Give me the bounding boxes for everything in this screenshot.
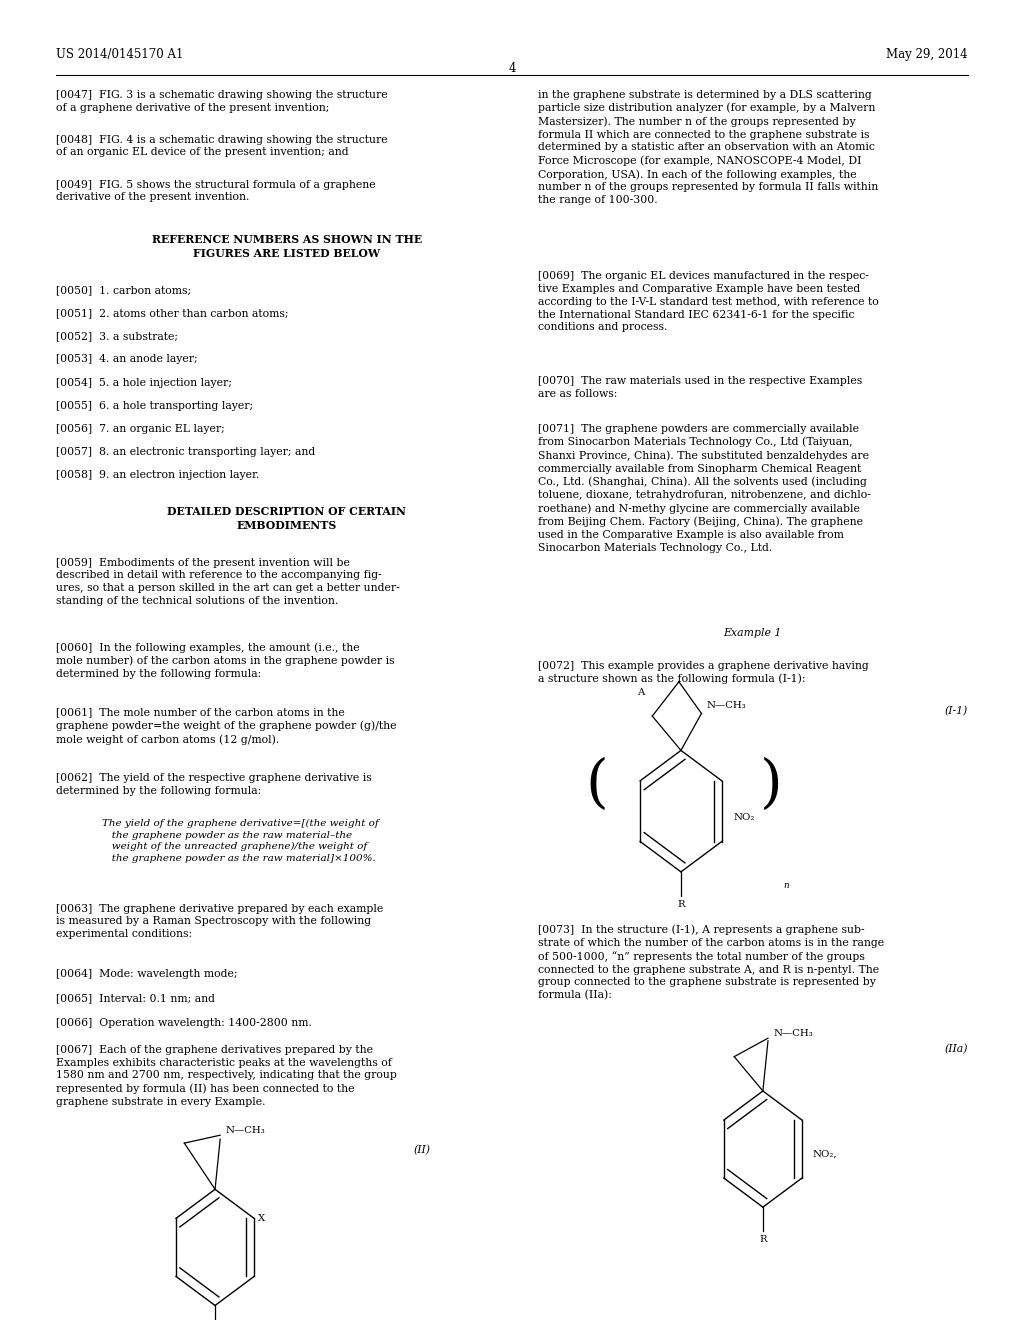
Text: NO₂,: NO₂, bbox=[812, 1150, 837, 1159]
Text: [0047]  FIG. 3 is a schematic drawing showing the structure
of a graphene deriva: [0047] FIG. 3 is a schematic drawing sho… bbox=[56, 90, 388, 112]
Text: R: R bbox=[677, 900, 685, 908]
Text: US 2014/0145170 A1: US 2014/0145170 A1 bbox=[56, 48, 183, 61]
Text: [0050]  1. carbon atoms;: [0050] 1. carbon atoms; bbox=[56, 285, 191, 296]
Text: May 29, 2014: May 29, 2014 bbox=[886, 48, 968, 61]
Text: (IIa): (IIa) bbox=[944, 1044, 968, 1053]
Text: [0051]  2. atoms other than carbon atoms;: [0051] 2. atoms other than carbon atoms; bbox=[56, 309, 289, 318]
Text: N—CH₃: N—CH₃ bbox=[225, 1126, 265, 1135]
Text: [0049]  FIG. 5 shows the structural formula of a graphene
derivative of the pres: [0049] FIG. 5 shows the structural formu… bbox=[56, 180, 376, 202]
Text: [0057]  8. an electronic transporting layer; and: [0057] 8. an electronic transporting lay… bbox=[56, 446, 315, 457]
Text: [0053]  4. an anode layer;: [0053] 4. an anode layer; bbox=[56, 354, 198, 364]
Text: A: A bbox=[637, 688, 644, 697]
Text: [0070]  The raw materials used in the respective Examples
are as follows:: [0070] The raw materials used in the res… bbox=[538, 376, 862, 399]
Text: (II): (II) bbox=[413, 1144, 430, 1155]
Text: NO₂: NO₂ bbox=[733, 813, 755, 822]
Text: [0071]  The graphene powders are commercially available
from Sinocarbon Material: [0071] The graphene powders are commerci… bbox=[538, 424, 870, 553]
Text: (I-1): (I-1) bbox=[944, 706, 968, 715]
Text: in the graphene substrate is determined by a DLS scattering
particle size distri: in the graphene substrate is determined … bbox=[538, 90, 878, 205]
Text: [0073]  In the structure (I-1), A represents a graphene sub-
strate of which the: [0073] In the structure (I-1), A represe… bbox=[538, 925, 884, 1001]
Text: X: X bbox=[258, 1214, 265, 1222]
Text: [0064]  Mode: wavelength mode;: [0064] Mode: wavelength mode; bbox=[56, 969, 238, 979]
Text: [0069]  The organic EL devices manufactured in the respec-
tive Examples and Com: [0069] The organic EL devices manufactur… bbox=[538, 272, 879, 333]
Text: [0056]  7. an organic EL layer;: [0056] 7. an organic EL layer; bbox=[56, 424, 225, 434]
Text: (: ( bbox=[586, 756, 608, 813]
Text: The yield of the graphene derivative=[(the weight of
   the graphene powder as t: The yield of the graphene derivative=[(t… bbox=[102, 818, 379, 863]
Text: R: R bbox=[759, 1236, 767, 1243]
Text: [0062]  The yield of the respective graphene derivative is
determined by the fol: [0062] The yield of the respective graph… bbox=[56, 772, 372, 796]
Text: ): ) bbox=[760, 756, 782, 813]
Text: REFERENCE NUMBERS AS SHOWN IN THE
FIGURES ARE LISTED BELOW: REFERENCE NUMBERS AS SHOWN IN THE FIGURE… bbox=[152, 234, 422, 259]
Text: [0054]  5. a hole injection layer;: [0054] 5. a hole injection layer; bbox=[56, 378, 232, 388]
Text: [0055]  6. a hole transporting layer;: [0055] 6. a hole transporting layer; bbox=[56, 400, 254, 411]
Text: [0052]  3. a substrate;: [0052] 3. a substrate; bbox=[56, 331, 178, 342]
Text: [0060]  In the following examples, the amount (i.e., the
mole number) of the car: [0060] In the following examples, the am… bbox=[56, 642, 395, 678]
Text: Example 1: Example 1 bbox=[724, 628, 781, 639]
Text: N—CH₃: N—CH₃ bbox=[773, 1030, 813, 1039]
Text: N—CH₃: N—CH₃ bbox=[707, 701, 746, 710]
Text: DETAILED DESCRIPTION OF CERTAIN
EMBODIMENTS: DETAILED DESCRIPTION OF CERTAIN EMBODIME… bbox=[167, 506, 407, 532]
Text: [0048]  FIG. 4 is a schematic drawing showing the structure
of an organic EL dev: [0048] FIG. 4 is a schematic drawing sho… bbox=[56, 135, 388, 157]
Text: [0059]  Embodiments of the present invention will be
described in detail with re: [0059] Embodiments of the present invent… bbox=[56, 557, 400, 606]
Text: [0067]  Each of the graphene derivatives prepared by the
Examples exhibits chara: [0067] Each of the graphene derivatives … bbox=[56, 1044, 397, 1106]
Text: n: n bbox=[783, 882, 788, 891]
Text: 4: 4 bbox=[508, 62, 516, 75]
Text: [0065]  Interval: 0.1 nm; and: [0065] Interval: 0.1 nm; and bbox=[56, 993, 215, 1003]
Text: [0063]  The graphene derivative prepared by each example
is measured by a Raman : [0063] The graphene derivative prepared … bbox=[56, 903, 384, 939]
Text: [0058]  9. an electron injection layer.: [0058] 9. an electron injection layer. bbox=[56, 470, 260, 480]
Text: [0072]  This example provides a graphene derivative having
a structure shown as : [0072] This example provides a graphene … bbox=[538, 661, 868, 684]
Text: [0061]  The mole number of the carbon atoms in the
graphene powder=the weight of: [0061] The mole number of the carbon ato… bbox=[56, 708, 397, 744]
Text: [0066]  Operation wavelength: 1400-2800 nm.: [0066] Operation wavelength: 1400-2800 n… bbox=[56, 1018, 312, 1028]
